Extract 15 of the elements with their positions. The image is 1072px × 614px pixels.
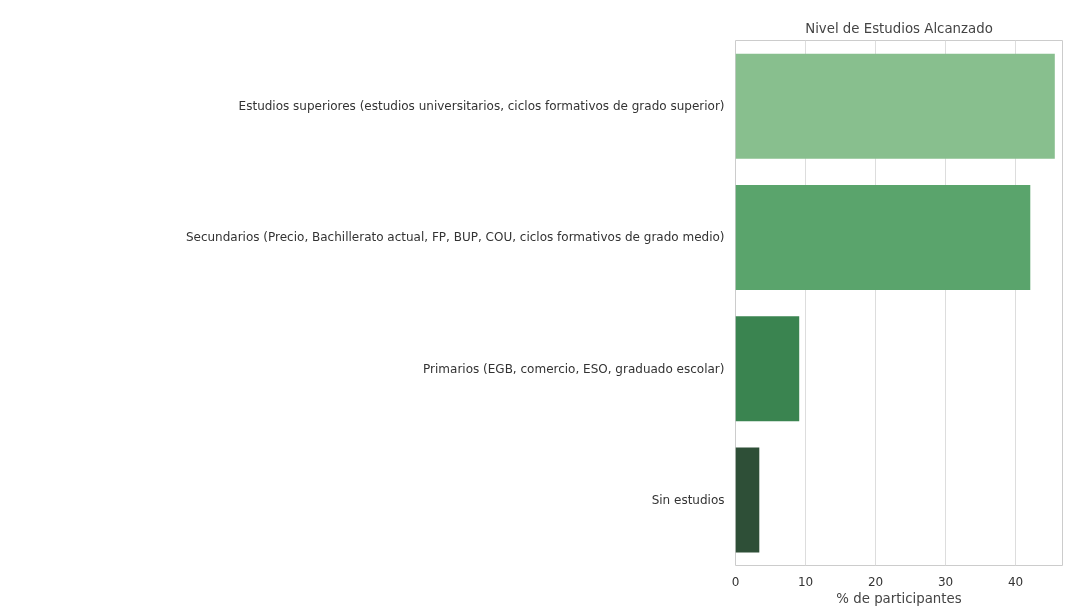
bar — [735, 316, 800, 422]
bar — [735, 53, 1055, 159]
bar — [735, 184, 1031, 290]
x-axis-title: % de participantes — [836, 590, 962, 606]
y-tick-label: Secundarios (Precio, Bachillerato actual, FP, BUP, COU, ciclos formativos de grado medio) — [185, 230, 725, 245]
x-tick-label: 40 — [1007, 574, 1024, 589]
x-tick-label: 20 — [867, 574, 884, 589]
x-tick-label: 10 — [797, 574, 814, 589]
y-tick-label: Primarios (EGB, comercio, ESO, graduado escolar) — [423, 361, 725, 376]
x-tick-label: 0 — [731, 574, 740, 589]
bar — [735, 447, 760, 553]
x-tick-label: 30 — [937, 574, 954, 589]
chart-title: Nivel de Estudios Alcanzado — [805, 20, 993, 36]
y-tick-label: Sin estudios — [651, 492, 725, 507]
y-tick-label: Estudios superiores (estudios universitarios, ciclos formativos de grado superior) — [238, 99, 725, 114]
